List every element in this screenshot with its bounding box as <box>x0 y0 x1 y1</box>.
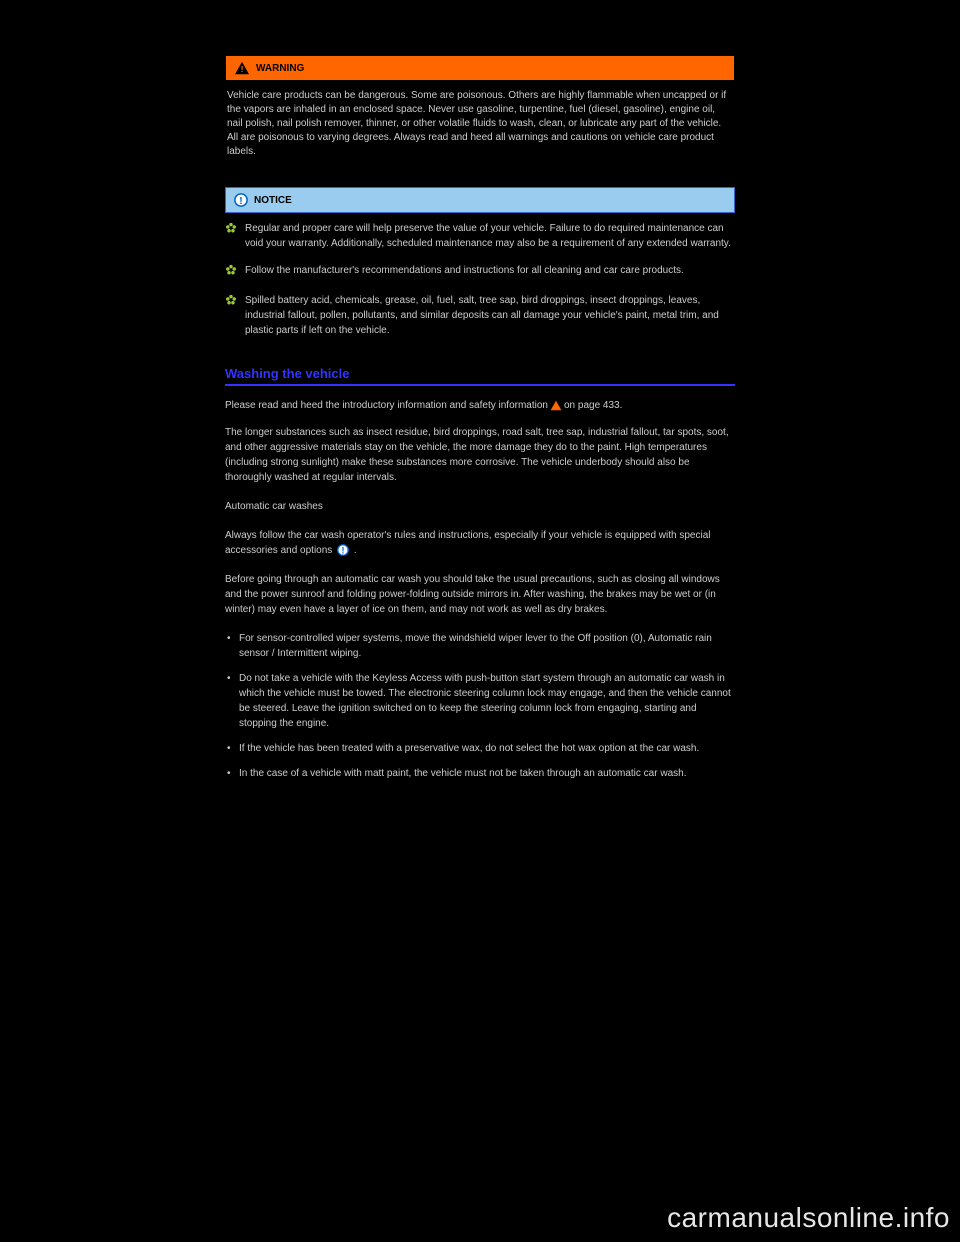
intro-suffix: on page 433. <box>564 400 622 411</box>
notice-label: NOTICE <box>254 195 292 206</box>
list-item: For sensor-controlled wiper systems, mov… <box>225 631 735 661</box>
notice-list-item: Follow the manufacturer's recommendation… <box>225 263 735 281</box>
inline-warning-icon <box>550 400 562 411</box>
list-item: In the case of a vehicle with matt paint… <box>225 766 735 781</box>
bullet-list: For sensor-controlled wiper systems, mov… <box>225 631 735 781</box>
warning-callout: ! WARNING <box>225 55 735 81</box>
flower-bullet-icon <box>225 264 237 281</box>
page-content: ! WARNING Vehicle care products can be d… <box>225 55 735 795</box>
notice-item-text: Regular and proper care will help preser… <box>245 221 735 251</box>
svg-text:!: ! <box>342 546 345 556</box>
notice-list-item: Spilled battery acid, chemicals, grease,… <box>225 293 735 338</box>
section-header: Washing the vehicle <box>225 366 735 386</box>
flower-bullet-icon <box>225 222 237 239</box>
intro-instruction: Please read and heed the introductory in… <box>225 400 735 411</box>
watermark: carmanualsonline.info <box>667 1202 950 1234</box>
flower-bullet-icon <box>225 294 237 311</box>
subtitle: Automatic car washes <box>225 499 735 514</box>
warning-body-text: Vehicle care products can be dangerous. … <box>225 89 735 159</box>
para2-suffix: . <box>354 545 357 556</box>
list-item: If the vehicle has been treated with a p… <box>225 741 735 756</box>
notice-callout: ! NOTICE <box>225 187 735 213</box>
para2-prefix: Always follow the car wash operator's ru… <box>225 530 710 556</box>
intro-prefix: Please read and heed the introductory in… <box>225 400 548 411</box>
notice-item-text: Follow the manufacturer's recommendation… <box>245 263 735 278</box>
notice-list: Regular and proper care will help preser… <box>225 221 735 338</box>
body-paragraph: The longer substances such as insect res… <box>225 425 735 485</box>
notice-circle-icon: ! <box>234 193 248 207</box>
list-item: Do not take a vehicle with the Keyless A… <box>225 671 735 731</box>
svg-text:!: ! <box>241 64 244 74</box>
inline-notice-icon: ! <box>337 544 349 556</box>
warning-triangle-icon: ! <box>234 61 250 75</box>
body-paragraph: Always follow the car wash operator's ru… <box>225 528 735 558</box>
body-paragraph: Before going through an automatic car wa… <box>225 572 735 617</box>
notice-list-item: Regular and proper care will help preser… <box>225 221 735 251</box>
svg-text:!: ! <box>239 195 243 207</box>
warning-label: WARNING <box>256 63 304 74</box>
notice-item-text: Spilled battery acid, chemicals, grease,… <box>245 293 735 338</box>
